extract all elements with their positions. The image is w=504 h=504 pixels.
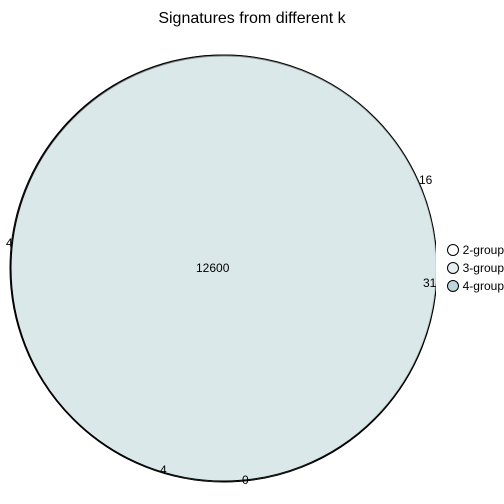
region-label-r_right2: 31	[423, 276, 436, 290]
legend-swatch-g2	[447, 244, 459, 256]
region-label-center: 12600	[196, 261, 230, 275]
venn-svg: 12600 16 31 4 4 0	[6, 36, 436, 496]
legend-label-g2: 2-group	[463, 242, 504, 258]
legend-swatch-g4	[447, 280, 459, 292]
legend-swatch-g3	[447, 262, 459, 274]
legend: 2-group 3-group 4-group	[447, 242, 504, 296]
legend-item-g3: 3-group	[447, 260, 504, 276]
chart-title: Signatures from different k	[0, 10, 504, 28]
legend-item-g2: 2-group	[447, 242, 504, 258]
region-label-r_bot1: 4	[160, 463, 167, 477]
legend-label-g4: 4-group	[463, 278, 504, 294]
venn-chart: Signatures from different k 12600 16 31 4 4 0…	[0, 0, 504, 504]
region-label-r_bot2: 0	[242, 473, 249, 487]
region-label-r_right1: 16	[419, 173, 433, 187]
legend-label-g3: 3-group	[463, 260, 504, 276]
region-label-r_left: 4	[6, 236, 13, 250]
legend-item-g4: 4-group	[447, 278, 504, 294]
